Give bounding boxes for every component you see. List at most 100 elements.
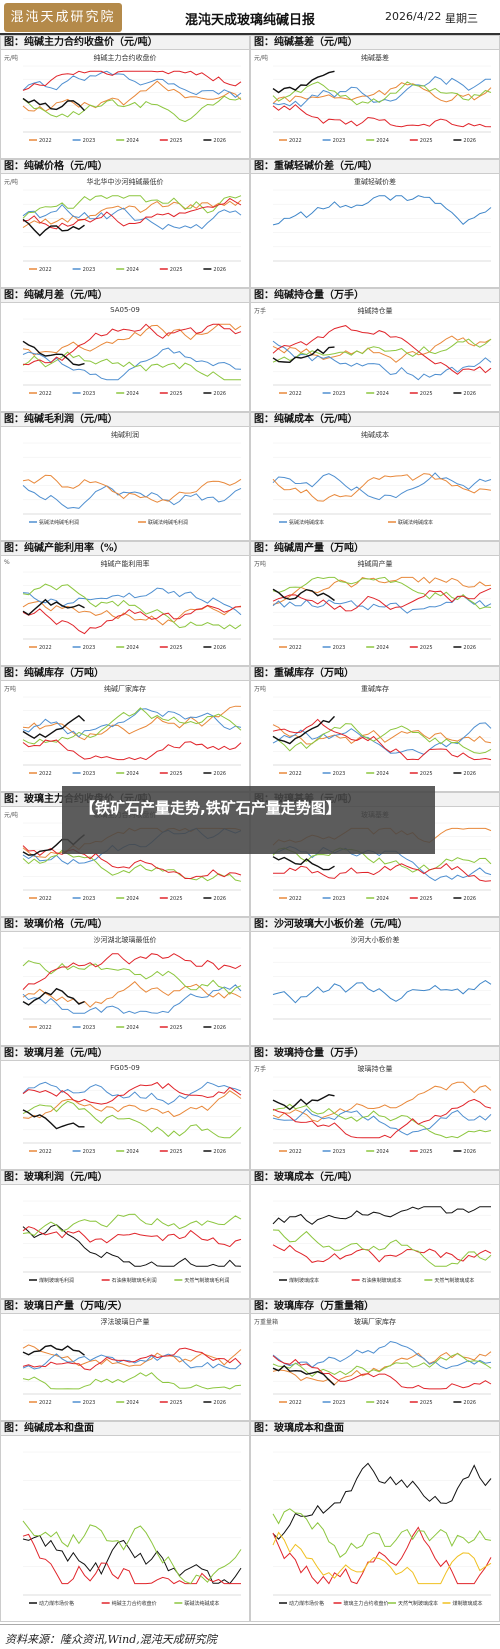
chart-panel: 图：重碱轻碱价差（元/吨） 重碱轻碱价差 — [250, 159, 500, 288]
series-line — [22, 1081, 242, 1105]
chart-legend: 氨碱法纯碱毛利润 联碱法纯碱毛利润 — [29, 519, 188, 526]
series-line — [272, 724, 492, 745]
line-chart: 氨碱法纯碱毛利润 联碱法纯碱毛利润 — [22, 442, 242, 526]
chart-legend: 2022 2023 2024 2025 2026 — [29, 1400, 226, 1406]
chart-panel: 图：纯碱周产量（万吨） 纯碱周产量 2022 2023 2024 2025 2026 万吨 — [250, 541, 500, 666]
overlay-text[interactable]: 【铁矿石产量走势,铁矿石产量走势图】 — [80, 799, 341, 817]
series-line — [272, 472, 492, 501]
series-line — [22, 485, 242, 509]
legend-label: 2023 — [83, 1025, 96, 1031]
chart-legend: 2022 2023 2024 2025 2026 — [29, 896, 226, 902]
legend-label: 2022 — [39, 896, 52, 902]
line-chart: 2022 2023 2024 2025 2026 — [22, 1076, 242, 1155]
line-chart: 2022 2023 2024 2025 2026 — [272, 1076, 492, 1155]
brand-logo: 混沌天成研究院 — [4, 3, 122, 32]
chart-legend: 2022 2023 2024 2025 2026 — [29, 771, 226, 777]
series-line — [22, 953, 242, 990]
panel-title: 图：沙河玻璃大小板价差（元/吨） — [251, 918, 499, 932]
panel-title: 图：玻璃利润（元/吨） — [1, 1171, 249, 1185]
legend-label: 2023 — [83, 138, 96, 144]
chart-panel: 图：玻璃日产量（万吨/天） 浮法玻璃日产量 2022 2023 2024 2025 2026 — [0, 1299, 250, 1421]
panel-title: 图：玻璃成本（元/吨） — [251, 1171, 499, 1185]
series-line — [22, 1224, 242, 1267]
legend-label: 2022 — [289, 771, 302, 777]
report-date: 2026/4/22 — [385, 10, 442, 23]
legend-label: 2025 — [170, 1400, 183, 1406]
source-note: 资料来源：隆众资讯,Wind,混沌天成研究院 — [5, 1633, 217, 1646]
axis-unit: 万手 — [254, 308, 267, 315]
chart-title: 重碱库存 — [361, 685, 389, 693]
series-line — [22, 199, 242, 229]
legend-label: 2026 — [463, 771, 476, 777]
series-line — [272, 1244, 492, 1263]
series-line — [272, 1364, 335, 1386]
chart-title: 纯碱厂家库存 — [104, 685, 146, 693]
series-line — [22, 1520, 242, 1585]
legend-label: 2023 — [333, 645, 346, 651]
legend-label: 2022 — [289, 1149, 302, 1155]
legend-label: 2023 — [83, 267, 96, 273]
series-line — [272, 1351, 492, 1386]
legend-label: 2025 — [420, 1400, 433, 1406]
panel-title: 图：纯碱持仓量（万手） — [251, 289, 499, 303]
line-chart: 2022 2023 2024 2025 2026 — [272, 1329, 492, 1406]
report-footer: 资料来源：隆众资讯,Wind,混沌天成研究院 — [0, 1624, 500, 1649]
legend-label: 氨碱法纯碱成本 — [289, 519, 324, 526]
series-line — [272, 1355, 492, 1390]
legend-label: 2022 — [289, 645, 302, 651]
legend-label: 2022 — [39, 391, 52, 397]
chart-panel: 图：纯碱毛利润（元/吨） 纯碱利润 氨碱法纯碱毛利润 联碱法纯碱毛利润 — [0, 412, 250, 541]
legend-label: 2024 — [126, 1400, 139, 1406]
legend-label: 2026 — [213, 138, 226, 144]
chart-legend: 煤制玻璃成本 石油焦制玻璃成本 天然气制玻璃成本 — [279, 1277, 474, 1284]
panel-title: 图：纯碱主力合约收盘价（元/吨） — [1, 36, 249, 50]
series-line — [272, 1526, 492, 1585]
series-line — [22, 80, 242, 112]
line-chart: 2022 2023 2024 2025 2026 — [272, 571, 492, 651]
legend-label: 2022 — [39, 1149, 52, 1155]
chart-legend: 2022 2023 2024 2025 2026 — [29, 267, 226, 273]
legend-label: 2026 — [213, 1149, 226, 1155]
line-chart: 煤制玻璃毛利润 石油焦制玻璃毛利润 天然气制玻璃毛利润 — [22, 1200, 242, 1284]
series-line — [272, 325, 492, 375]
series-line — [22, 1213, 242, 1237]
chart-panel: 图：纯碱成本和盘面动力煤市场价格 纯碱主力合约收盘价 联碱法纯碱成本 — [0, 1421, 250, 1622]
series-line — [272, 335, 492, 363]
legend-label: 2025 — [170, 645, 183, 651]
line-chart — [272, 947, 492, 1020]
line-chart: 动力煤市场价格 玻璃主力合约收盘价 天然气制玻璃成本 煤制玻璃成本 — [272, 1451, 492, 1607]
legend-label: 2023 — [333, 896, 346, 902]
series-line — [22, 849, 242, 882]
series-line — [22, 70, 242, 98]
chart-title: 华北华中沙河纯碱最低价 — [86, 178, 164, 186]
chart-title: 纯碱基差 — [361, 54, 389, 62]
chart-panel: 图：重碱库存（万吨） 重碱库存 2022 2023 2024 2025 2026 万吨 — [250, 666, 500, 792]
series-line — [272, 1108, 492, 1136]
line-chart: 2022 2023 2024 2025 2026 — [272, 696, 492, 777]
series-line — [22, 583, 242, 630]
series-line — [22, 960, 242, 995]
axis-unit: 万吨 — [254, 561, 267, 568]
legend-label: 联碱法纯碱成本 — [184, 1600, 219, 1607]
series-line — [22, 705, 242, 741]
panel-title: 图：纯碱周产量（万吨） — [251, 542, 499, 556]
legend-label: 天然气制玻璃毛利润 — [184, 1277, 229, 1284]
axis-unit: 元/吨 — [254, 55, 269, 62]
chart-legend: 动力煤市场价格 纯碱主力合约收盘价 联碱法纯碱成本 — [29, 1600, 219, 1607]
series-line — [22, 70, 242, 91]
article-overlay[interactable]: 【铁矿石产量走势,铁矿石产量走势图】 — [62, 786, 435, 854]
panel-title: 图：纯碱库存（万吨） — [1, 667, 249, 681]
legend-label: 天然气制玻璃成本 — [398, 1600, 438, 1607]
series-line — [22, 1534, 242, 1585]
chart-legend: 2022 2023 2024 2025 2026 — [279, 391, 476, 397]
legend-label: 2025 — [420, 645, 433, 651]
series-line — [22, 987, 85, 1006]
chart-panel: 图：纯碱产能利用率（%） 纯碱产能利用率 2022 2023 2024 2025 2026% — [0, 541, 250, 666]
legend-label: 2026 — [463, 1400, 476, 1406]
series-line — [272, 847, 492, 873]
chart-panel: 图：玻璃库存（万重量箱） 玻璃厂家库存 2022 2023 2024 2025 2026 万重… — [250, 1299, 500, 1421]
legend-label: 煤制玻璃毛利润 — [39, 1277, 74, 1284]
panel-title: 图：纯碱成本和盘面 — [1, 1422, 249, 1436]
legend-label: 2022 — [39, 645, 52, 651]
